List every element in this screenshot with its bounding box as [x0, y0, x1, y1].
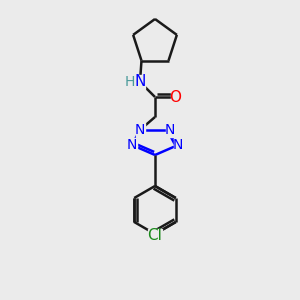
Text: N: N — [165, 123, 175, 137]
Text: O: O — [169, 89, 181, 104]
Bar — [173, 138, 182, 152]
Text: N: N — [135, 123, 145, 137]
Bar — [125, 75, 134, 89]
Bar — [136, 75, 145, 89]
Bar — [136, 123, 145, 137]
Bar — [170, 90, 179, 104]
Bar — [166, 123, 175, 137]
Bar — [128, 138, 136, 152]
Text: N: N — [127, 138, 137, 152]
Text: N: N — [173, 138, 183, 152]
Bar — [148, 229, 162, 243]
Text: N: N — [134, 74, 146, 89]
Text: H: H — [125, 75, 135, 89]
Text: Cl: Cl — [148, 229, 162, 244]
